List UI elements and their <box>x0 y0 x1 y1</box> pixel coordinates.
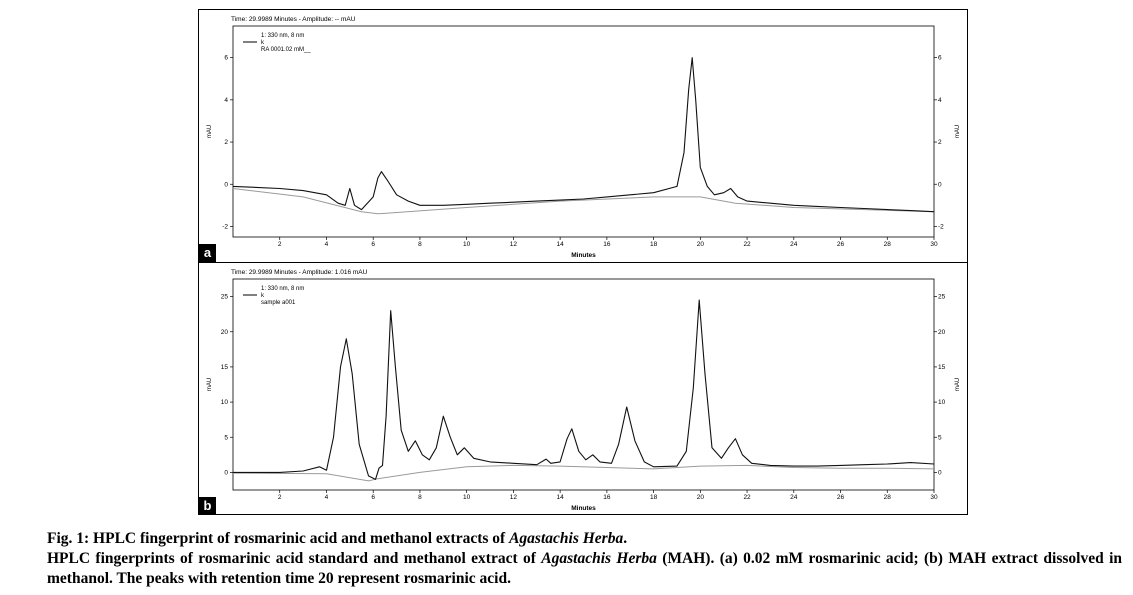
x-tick-label-a: 14 <box>557 241 565 248</box>
caption-body-species: Agastachis Herba <box>541 550 657 567</box>
x-tick-label-b: 22 <box>743 494 751 501</box>
x-tick-label-b: 20 <box>697 494 705 501</box>
caption-body-pre: HPLC fingerprints of rosmarinic acid sta… <box>47 550 542 567</box>
chart-header-a: Time: 29.9989 Minutes - Amplitude: -- mA… <box>231 16 356 23</box>
caption-body-post: (MAH). (a) 0.02 mM rosmarinic acid; (b) … <box>47 550 1123 587</box>
x-axis-label-b: Minutes <box>571 505 596 512</box>
x-tick-label-a: 22 <box>743 241 751 248</box>
chart-header-b: Time: 29.9989 Minutes - Amplitude: 1.016… <box>231 269 368 276</box>
x-tick-label-b: 4 <box>325 494 329 501</box>
chromatogram-panel-a: Time: 29.9989 Minutes - Amplitude: -- mA… <box>199 10 967 262</box>
baseline-line-a <box>232 188 935 215</box>
y-tick-label-left-b: 0 <box>224 469 228 476</box>
y-tick-label-left-b: 5 <box>224 434 228 441</box>
x-tick-label-b: 12 <box>510 494 518 501</box>
caption-title-species: Agastachis Herba <box>509 530 624 547</box>
x-tick-label-a: 8 <box>418 241 422 248</box>
baseline-line-b <box>232 464 935 482</box>
legend-sample-b: sample a001 <box>261 300 296 306</box>
y-tick-label-left-a: 6 <box>224 55 228 62</box>
y-tick-label-right-b: 10 <box>938 399 946 406</box>
x-tick-label-a: 20 <box>697 241 705 248</box>
x-tick-label-a: 30 <box>930 241 938 248</box>
panel-label-a: a <box>199 244 216 262</box>
chromatogram-trace-a <box>232 57 935 213</box>
x-tick-label-b: 28 <box>884 494 892 501</box>
x-tick-label-a: 26 <box>837 241 845 248</box>
hplc-figure: Time: 29.9989 Minutes - Amplitude: -- mA… <box>198 9 968 515</box>
caption-body: HPLC fingerprints of rosmarinic acid sta… <box>47 549 1122 589</box>
x-tick-label-b: 30 <box>930 494 938 501</box>
chromatogram-trace-b <box>233 299 935 480</box>
x-tick-label-a: 10 <box>463 241 471 248</box>
x-tick-label-b: 8 <box>418 494 422 501</box>
y-tick-label-left-a: 4 <box>224 97 228 104</box>
legend-wavelength-a: 1: 330 nm, 8 nm <box>261 33 304 39</box>
caption-title-post: . <box>623 530 628 547</box>
y-axis-label-left-a: mAU <box>207 125 213 138</box>
y-tick-label-left-b: 15 <box>221 364 229 371</box>
figure-caption: Fig. 1: HPLC fingerprint of rosmarinic a… <box>47 529 1122 589</box>
x-tick-label-b: 6 <box>371 494 375 501</box>
y-axis-label-right-b: mAU <box>955 378 961 391</box>
caption-title: Fig. 1: HPLC fingerprint of rosmarinic a… <box>47 529 1122 549</box>
y-tick-label-right-a: -2 <box>938 223 944 230</box>
y-tick-label-right-a: 6 <box>938 55 942 62</box>
chromatogram-panel-b: Time: 29.9989 Minutes - Amplitude: 1.016… <box>199 262 967 515</box>
x-tick-label-a: 6 <box>371 241 375 248</box>
x-tick-label-b: 24 <box>790 494 798 501</box>
y-tick-label-left-a: 2 <box>224 139 228 146</box>
y-axis-label-right-a: mAU <box>955 125 961 138</box>
x-tick-label-a: 28 <box>884 241 892 248</box>
x-tick-label-a: 24 <box>790 241 798 248</box>
chromatogram-a-svg: Time: 29.9989 Minutes - Amplitude: -- mA… <box>207 16 961 259</box>
y-tick-label-right-b: 15 <box>938 364 946 371</box>
y-tick-label-left-b: 25 <box>221 294 229 301</box>
y-tick-label-right-b: 20 <box>938 329 946 336</box>
y-tick-label-right-a: 4 <box>938 97 942 104</box>
x-axis-label-a: Minutes <box>571 252 596 259</box>
x-tick-label-a: 4 <box>325 241 329 248</box>
plot-frame-a <box>232 25 935 238</box>
legend-series-a: k <box>261 40 265 46</box>
x-tick-label-b: 10 <box>463 494 471 501</box>
y-tick-label-right-a: 0 <box>938 181 942 188</box>
caption-title-pre: Fig. 1: HPLC fingerprint of rosmarinic a… <box>47 530 510 547</box>
y-tick-label-left-a: -2 <box>222 223 228 230</box>
x-tick-label-b: 2 <box>278 494 282 501</box>
x-tick-label-a: 12 <box>510 241 518 248</box>
panel-label-b: b <box>199 497 216 515</box>
x-tick-label-b: 18 <box>650 494 658 501</box>
x-tick-label-a: 16 <box>603 241 611 248</box>
chromatogram-b-svg: Time: 29.9989 Minutes - Amplitude: 1.016… <box>207 269 961 512</box>
y-tick-label-left-b: 20 <box>221 329 229 336</box>
legend-series-b: k <box>261 293 265 299</box>
x-tick-label-b: 16 <box>603 494 611 501</box>
x-tick-label-a: 18 <box>650 241 658 248</box>
x-tick-label-b: 14 <box>557 494 565 501</box>
y-tick-label-right-b: 25 <box>938 294 946 301</box>
y-axis-label-left-b: mAU <box>207 378 213 391</box>
x-tick-label-b: 26 <box>837 494 845 501</box>
plot-frame-b <box>232 278 935 491</box>
legend-wavelength-b: 1: 330 nm, 8 nm <box>261 286 304 292</box>
y-tick-label-right-b: 0 <box>938 469 942 476</box>
x-tick-label-a: 2 <box>278 241 282 248</box>
y-tick-label-right-b: 5 <box>938 434 942 441</box>
y-tick-label-left-b: 10 <box>221 399 229 406</box>
y-tick-label-right-a: 2 <box>938 139 942 146</box>
y-tick-label-left-a: 0 <box>224 181 228 188</box>
legend-sample-a: RA 0001.02 mM__ <box>261 47 311 53</box>
